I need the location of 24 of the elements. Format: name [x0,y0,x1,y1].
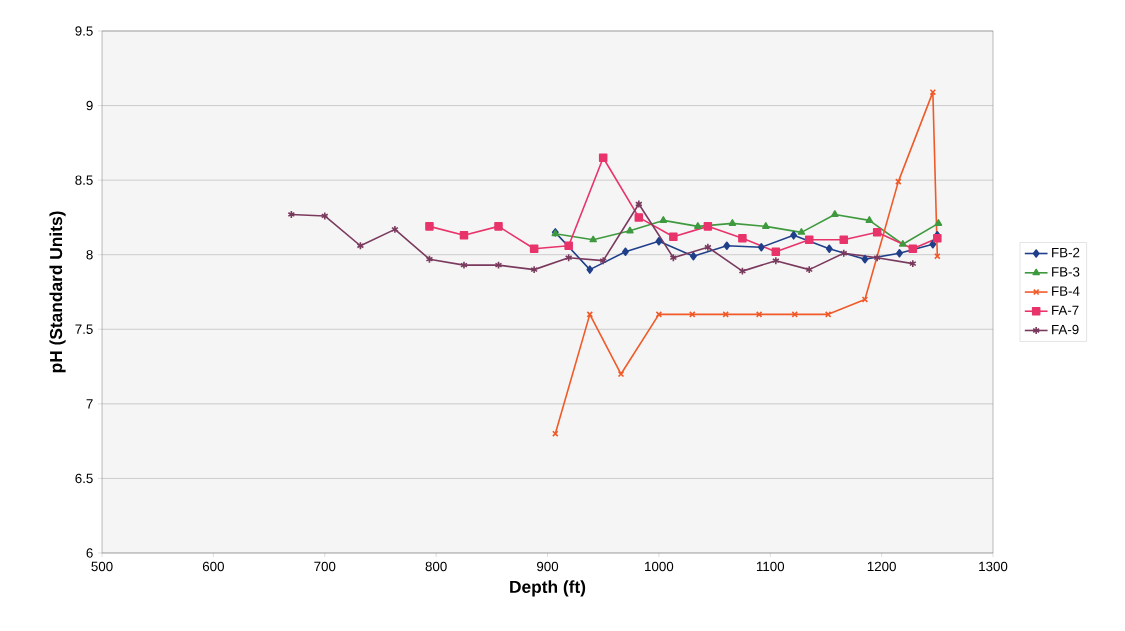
y-tick-label: 7 [86,399,93,409]
x-tick-label: 500 [91,561,113,572]
x-tick-label: 900 [537,561,559,572]
x-tick-label: 1300 [979,561,1008,572]
y-axis-title: pH (Standard Units) [49,211,66,373]
x-tick-label: 700 [314,561,336,572]
legend-label: FA-9 [1052,324,1079,335]
legend-label: FB-3 [1052,267,1080,277]
y-tick-label: 9 [86,100,93,111]
legend-label: FB-2 [1052,247,1080,258]
legend-label: FA-7 [1052,305,1079,315]
legend-label: FB-4 [1052,286,1080,296]
x-tick-label: 1200 [867,561,896,572]
y-tick-label: 6.5 [75,473,93,484]
x-tick-label: 800 [425,561,447,572]
x-tick-label: 600 [202,561,224,572]
x-axis-title: Depth (ft) [510,580,586,597]
y-tick-label: 6 [86,548,93,558]
y-tick-label: 7.5 [75,324,93,334]
x-tick-label: 1100 [756,561,785,572]
y-tick-label: 9.5 [75,26,93,36]
y-tick-label: 8 [86,249,93,260]
y-tick-label: 8.5 [75,175,93,185]
x-tick-label: 1000 [645,561,674,572]
